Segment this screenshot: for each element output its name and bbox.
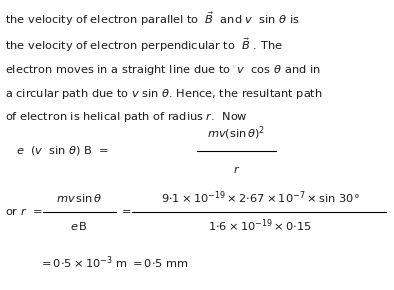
Text: $e$  ($v$  sin $\theta$) B  =: $e$ ($v$ sin $\theta$) B = xyxy=(16,144,109,157)
Text: $1{\cdot}6 \times 10^{-19} \times 0{\cdot}15$: $1{\cdot}6 \times 10^{-19} \times 0{\cdo… xyxy=(208,217,312,234)
Text: or $r$  =: or $r$ = xyxy=(5,206,43,217)
Text: =: = xyxy=(122,207,132,217)
Text: $e\,\mathrm{B}$: $e\,\mathrm{B}$ xyxy=(70,220,88,232)
Text: $= 0{\cdot}5 \times 10^{-3}$ m $= 0{\cdot}5$ mm: $= 0{\cdot}5 \times 10^{-3}$ m $= 0{\cdo… xyxy=(39,254,189,271)
Text: $9{\cdot}1 \times 10^{-19} \times 2{\cdot}67 \times 10^{-7} \times \sin\,30°$: $9{\cdot}1 \times 10^{-19} \times 2{\cdo… xyxy=(161,189,359,206)
Text: $mv\,\sin\theta$: $mv\,\sin\theta$ xyxy=(56,192,102,204)
Text: a circular path due to $v$ sin $\theta$. Hence, the resultant path: a circular path due to $v$ sin $\theta$.… xyxy=(5,87,323,101)
Text: the velocity of electron parallel to  $\vec{B}$  and $v$  sin $\theta$ is: the velocity of electron parallel to $\v… xyxy=(5,10,300,28)
Text: electron moves in a straight line due to  $v$  cos $\theta$ and in: electron moves in a straight line due to… xyxy=(5,63,321,77)
Text: the velocity of electron perpendicular to  $\vec{B}$ . The: the velocity of electron perpendicular t… xyxy=(5,36,283,54)
Text: $r$: $r$ xyxy=(233,164,240,175)
Text: $mv(\sin\theta)^2$: $mv(\sin\theta)^2$ xyxy=(207,125,266,142)
Text: of electron is helical path of radius $r$.  Now: of electron is helical path of radius $r… xyxy=(5,110,248,124)
